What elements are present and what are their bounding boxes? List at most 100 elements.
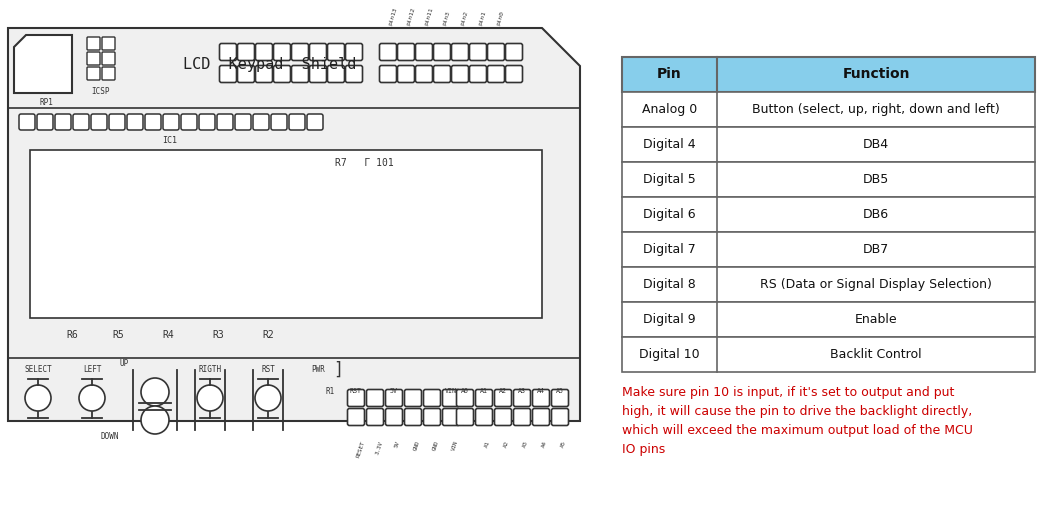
Text: Analog 0: Analog 0 — [641, 103, 697, 116]
FancyBboxPatch shape — [87, 52, 100, 65]
Text: R6: R6 — [66, 330, 78, 340]
Circle shape — [141, 406, 169, 434]
FancyBboxPatch shape — [434, 66, 450, 82]
FancyBboxPatch shape — [307, 114, 323, 130]
Text: R1: R1 — [325, 387, 334, 396]
FancyBboxPatch shape — [237, 44, 254, 60]
FancyBboxPatch shape — [273, 66, 290, 82]
Text: 3.3V: 3.3V — [375, 440, 384, 455]
Text: A3: A3 — [522, 440, 529, 448]
FancyBboxPatch shape — [237, 66, 254, 82]
Text: pin2: pin2 — [460, 10, 469, 26]
Bar — [622, 267, 1035, 302]
Text: DB5: DB5 — [863, 173, 889, 186]
Text: RST: RST — [350, 388, 362, 394]
Text: Button (select, up, right, down and left): Button (select, up, right, down and left… — [752, 103, 1000, 116]
Text: A1: A1 — [480, 388, 488, 394]
Text: pin0: pin0 — [496, 10, 505, 26]
FancyBboxPatch shape — [87, 37, 100, 50]
Bar — [622, 57, 1035, 92]
FancyBboxPatch shape — [271, 114, 287, 130]
FancyBboxPatch shape — [347, 390, 364, 406]
Text: high, it will cause the pin to drive the backlight directly,: high, it will cause the pin to drive the… — [622, 405, 973, 418]
Text: Digital 9: Digital 9 — [644, 313, 696, 326]
FancyBboxPatch shape — [219, 44, 236, 60]
Text: A5: A5 — [556, 388, 564, 394]
Text: A4: A4 — [541, 440, 548, 448]
FancyBboxPatch shape — [380, 44, 397, 60]
FancyBboxPatch shape — [495, 390, 512, 406]
Text: UP: UP — [119, 360, 129, 369]
FancyBboxPatch shape — [366, 408, 384, 425]
Bar — [622, 337, 1035, 372]
Text: RIGTH: RIGTH — [198, 365, 222, 374]
FancyBboxPatch shape — [514, 390, 531, 406]
Text: R3: R3 — [212, 330, 224, 340]
FancyBboxPatch shape — [255, 66, 272, 82]
Text: pin3: pin3 — [442, 10, 452, 26]
Text: IO pins: IO pins — [622, 443, 666, 456]
FancyBboxPatch shape — [73, 114, 89, 130]
FancyBboxPatch shape — [385, 408, 403, 425]
FancyBboxPatch shape — [380, 66, 397, 82]
FancyBboxPatch shape — [398, 66, 415, 82]
FancyBboxPatch shape — [533, 408, 550, 425]
Text: DOWN: DOWN — [100, 432, 119, 441]
FancyBboxPatch shape — [217, 114, 233, 130]
Text: Function: Function — [842, 68, 909, 81]
Text: A4: A4 — [537, 388, 545, 394]
FancyBboxPatch shape — [434, 44, 450, 60]
FancyBboxPatch shape — [514, 408, 531, 425]
Text: pin11: pin11 — [424, 7, 435, 26]
Text: pin1: pin1 — [478, 10, 487, 26]
Text: R4: R4 — [162, 330, 174, 340]
Text: R2: R2 — [262, 330, 274, 340]
Text: 5V: 5V — [394, 440, 401, 448]
FancyBboxPatch shape — [19, 114, 35, 130]
Text: RP1: RP1 — [39, 98, 53, 107]
Bar — [622, 127, 1035, 162]
Text: RS (Data or Signal Display Selection): RS (Data or Signal Display Selection) — [760, 278, 992, 291]
Text: RESET: RESET — [356, 440, 366, 458]
FancyBboxPatch shape — [102, 67, 115, 80]
FancyBboxPatch shape — [164, 114, 179, 130]
Text: Digital 5: Digital 5 — [644, 173, 696, 186]
Text: A2: A2 — [499, 388, 507, 394]
Text: GND: GND — [431, 440, 440, 452]
Text: R5: R5 — [112, 330, 123, 340]
Text: DB6: DB6 — [863, 208, 889, 221]
FancyBboxPatch shape — [291, 66, 308, 82]
Text: VIN: VIN — [450, 440, 459, 452]
Text: DB7: DB7 — [863, 243, 889, 256]
Bar — [622, 92, 1035, 127]
Text: 5V: 5V — [390, 388, 398, 394]
Text: GND: GND — [413, 440, 421, 452]
FancyBboxPatch shape — [181, 114, 197, 130]
FancyBboxPatch shape — [55, 114, 71, 130]
FancyBboxPatch shape — [273, 44, 290, 60]
FancyBboxPatch shape — [442, 408, 460, 425]
FancyBboxPatch shape — [487, 44, 504, 60]
Bar — [622, 232, 1035, 267]
Text: A2: A2 — [503, 440, 510, 448]
Text: pin12: pin12 — [406, 7, 417, 26]
FancyBboxPatch shape — [366, 390, 384, 406]
FancyBboxPatch shape — [235, 114, 251, 130]
FancyBboxPatch shape — [404, 408, 422, 425]
FancyBboxPatch shape — [404, 390, 422, 406]
Text: pin13: pin13 — [388, 7, 399, 26]
FancyBboxPatch shape — [487, 66, 504, 82]
FancyBboxPatch shape — [289, 114, 305, 130]
Text: LEFT: LEFT — [82, 365, 101, 374]
FancyBboxPatch shape — [469, 66, 486, 82]
Text: Digital 6: Digital 6 — [644, 208, 696, 221]
FancyBboxPatch shape — [423, 408, 441, 425]
Text: Digital 4: Digital 4 — [644, 138, 696, 151]
FancyBboxPatch shape — [495, 408, 512, 425]
Text: Make sure pin 10 is input, if it's set to output and put: Make sure pin 10 is input, if it's set t… — [622, 386, 955, 399]
FancyBboxPatch shape — [102, 52, 115, 65]
Bar — [622, 302, 1035, 337]
FancyBboxPatch shape — [533, 390, 550, 406]
Text: A5: A5 — [560, 440, 567, 448]
FancyBboxPatch shape — [457, 408, 474, 425]
